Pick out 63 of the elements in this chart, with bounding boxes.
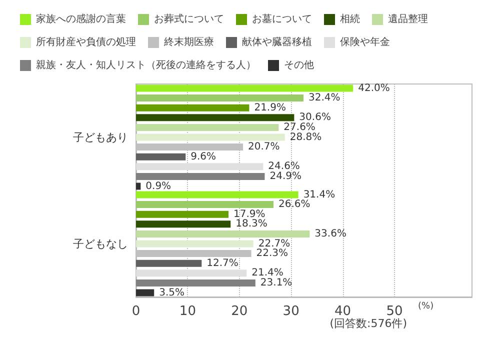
data-label: 31.4% — [303, 189, 336, 200]
x-tick-label: 0 — [132, 304, 140, 319]
legend-label: 家族への感謝の言葉 — [36, 13, 126, 25]
x-tick-label: 50 — [386, 304, 403, 319]
bar — [136, 201, 274, 208]
bar — [136, 260, 202, 267]
data-label: 27.6% — [284, 122, 316, 133]
legend-label: 相続 — [340, 13, 360, 25]
bar — [136, 163, 264, 170]
data-label: 24.9% — [270, 170, 302, 182]
data-label: 30.6% — [299, 112, 331, 124]
data-label: 33.6% — [314, 228, 346, 240]
x-axis-title: (%) — [418, 302, 434, 312]
data-label: 9.6% — [190, 151, 216, 162]
text: (回答数:576件) — [330, 317, 408, 330]
data-label: 26.6% — [278, 199, 310, 210]
legend-label: 終末期医療 — [163, 36, 214, 48]
legend-label: 遺品整理 — [388, 13, 428, 25]
bar — [136, 220, 231, 228]
y-tick-label: 子どもあり — [73, 130, 128, 144]
data-label: 32.4% — [308, 92, 340, 104]
legend-label: 親族・友人・知人リスト（死後の連絡をする人） — [36, 59, 256, 71]
bar — [136, 270, 247, 277]
x-tick-label: 30 — [282, 304, 300, 319]
data-label: 23.1% — [260, 277, 292, 288]
data-label: 28.8% — [290, 132, 322, 143]
data-label: 0.9% — [146, 180, 172, 192]
data-label: 17.9% — [234, 208, 266, 220]
data-label: 18.3% — [236, 218, 268, 230]
bar — [136, 153, 186, 160]
data-label: 22.7% — [258, 238, 290, 250]
bar — [136, 240, 254, 248]
bar — [136, 210, 229, 218]
bar — [136, 182, 141, 190]
bar — [136, 134, 285, 141]
legend-label: お墓について — [252, 13, 312, 25]
legend-label: 保険や年金 — [340, 36, 390, 48]
data-label: 21.9% — [254, 102, 286, 114]
legend-label: その他 — [284, 59, 314, 71]
y-tick-label: 子どもなし — [73, 237, 128, 250]
data-label: 22.3% — [256, 248, 288, 260]
x-tick-label: 20 — [231, 304, 248, 319]
bar — [136, 279, 256, 286]
data-label: 12.7% — [206, 258, 238, 269]
data-label: 20.7% — [248, 142, 280, 153]
legend-label: 所有財産や負債の処理 — [36, 36, 136, 48]
data-label: 21.4% — [252, 268, 284, 279]
bar — [136, 124, 279, 131]
data-label: 3.5% — [159, 287, 184, 298]
bar — [136, 104, 250, 112]
bar — [136, 191, 298, 198]
data-label: 42.0% — [358, 82, 390, 94]
data-label: 24.6% — [268, 161, 300, 172]
bar — [136, 172, 265, 180]
bar — [136, 114, 294, 122]
x-tick-label: 10 — [179, 304, 196, 319]
legend-label: 献体や臓器移植 — [242, 36, 312, 48]
legend-label: お葬式について — [154, 13, 224, 25]
bar — [136, 84, 354, 92]
bar — [136, 289, 154, 296]
bar — [136, 94, 304, 102]
x-tick-label: 40 — [334, 304, 352, 319]
bar — [136, 230, 310, 238]
